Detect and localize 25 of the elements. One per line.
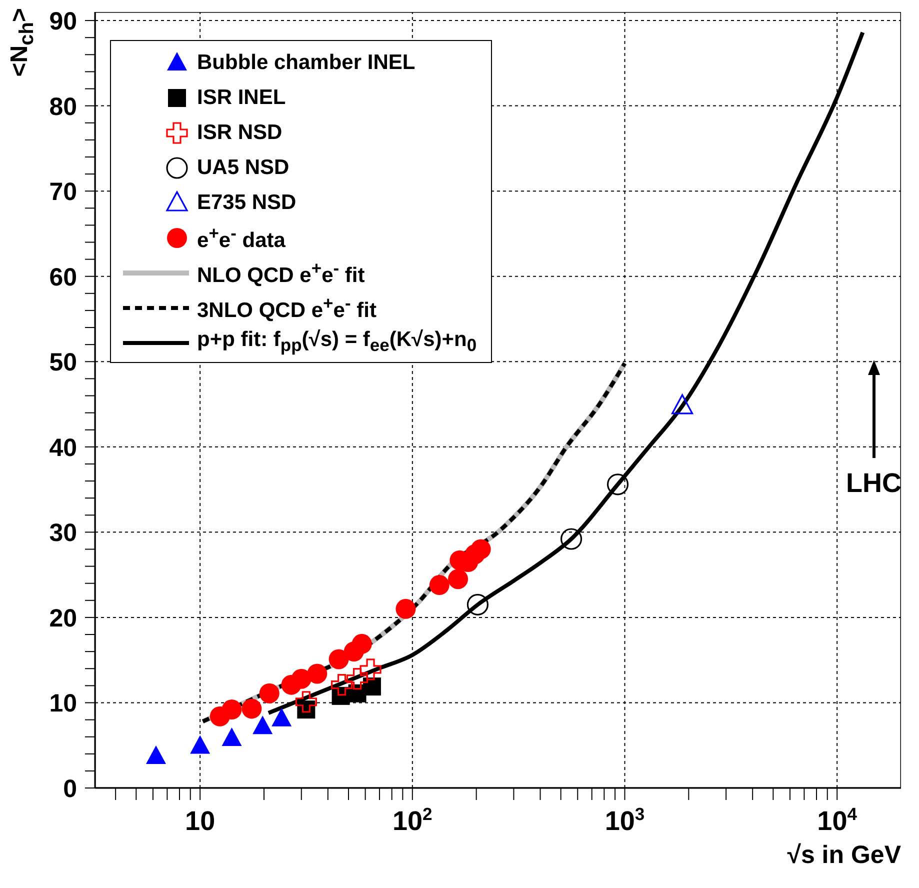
y-tick-label: 70 bbox=[49, 178, 77, 206]
y-tick-label: 20 bbox=[49, 604, 77, 632]
legend-label: p+p fit: f$_{pp}$(√s) = f$_{ee}$(K√s)+n$_{0}$ bbox=[197, 328, 477, 357]
legend-label: ISR INEL bbox=[197, 86, 286, 110]
legend-label: E735 NSD bbox=[197, 190, 296, 214]
y-tick-label: 80 bbox=[49, 92, 77, 121]
y-tick-label: 30 bbox=[49, 519, 77, 548]
x-tick-label: 10$^{4}$ bbox=[817, 804, 858, 836]
x-axis-title: √s in GeV bbox=[787, 841, 901, 870]
legend-label: ISR NSD bbox=[197, 120, 282, 144]
y-tick-label: 90 bbox=[49, 8, 77, 36]
x-tick-label: 10 bbox=[185, 806, 216, 836]
x-tick-label: 10$^{2}$ bbox=[392, 804, 433, 836]
y-tick-label: 10 bbox=[49, 690, 77, 718]
legend-label: e$^{+}$e$^{-}$ data bbox=[197, 222, 286, 252]
legend-label: 3NLO QCD e$^{+}$e$^{-}$ fit bbox=[197, 292, 376, 322]
y-tick-label: 50 bbox=[49, 348, 77, 377]
legend-label: NLO QCD e$^{+}$e$^{-}$ fit bbox=[197, 258, 365, 288]
legend-label: Bubble chamber INEL bbox=[197, 50, 416, 74]
y-tick-label: 40 bbox=[49, 434, 77, 462]
annotation: LHC bbox=[846, 468, 902, 499]
legend-label: UA5 NSD bbox=[197, 156, 290, 180]
y-tick-label: 0 bbox=[63, 775, 77, 803]
y-tick-label: 60 bbox=[49, 263, 77, 292]
x-tick-label: 10$^{3}$ bbox=[604, 804, 645, 836]
